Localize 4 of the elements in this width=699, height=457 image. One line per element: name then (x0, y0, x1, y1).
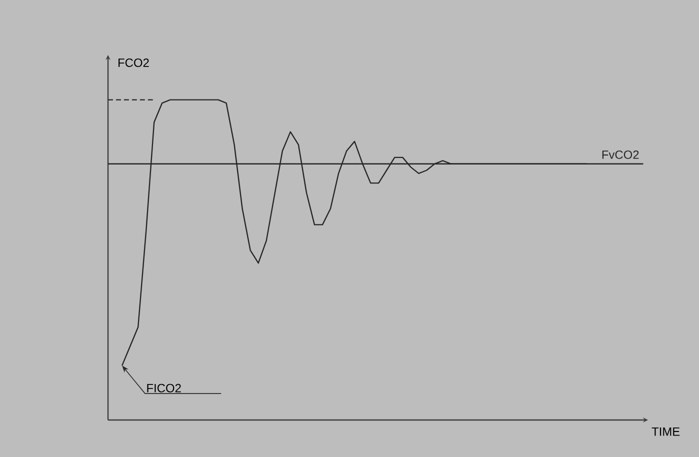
annotation: FICO2 (147, 384, 181, 392)
y-axis-title: FCO2 (118, 58, 149, 67)
ref-line-label: FvCO2 (602, 150, 639, 159)
x-axis-title: TIME (652, 428, 680, 436)
